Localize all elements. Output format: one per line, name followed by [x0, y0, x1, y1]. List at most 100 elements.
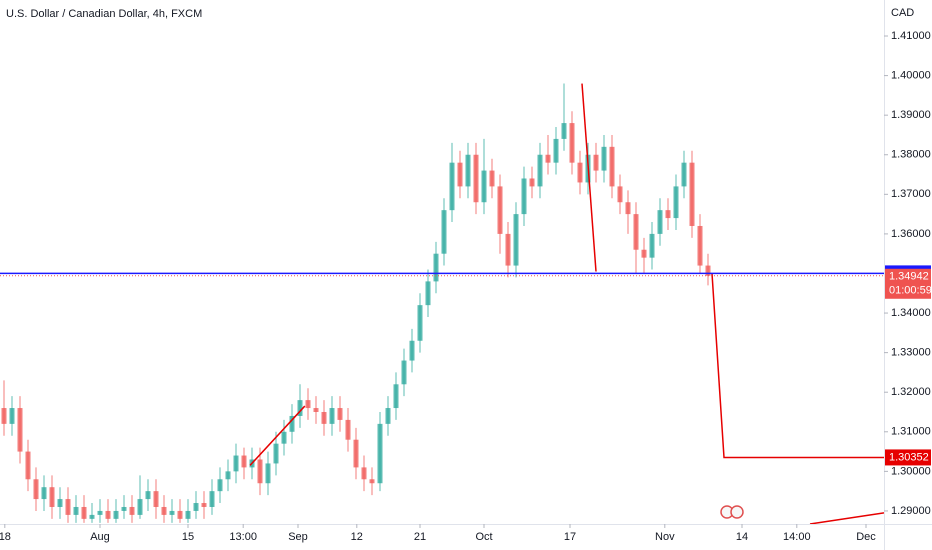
x-tick-label: 18: [0, 531, 11, 543]
last-price-box: [885, 268, 931, 299]
candle-body: [649, 233, 655, 258]
candle-body: [361, 467, 367, 480]
candle-body: [305, 400, 311, 409]
event-icons: [720, 505, 744, 519]
candle-body: [217, 479, 223, 492]
candle-body: [161, 506, 167, 515]
candle-body: [369, 479, 375, 484]
level-label: 1.30352: [889, 451, 929, 463]
candle-body: [81, 506, 87, 519]
y-tick-label: 1.37000: [891, 188, 931, 200]
candle-body: [417, 305, 423, 341]
candle-body: [521, 178, 527, 215]
candle-body: [129, 506, 135, 515]
candle-body: [353, 439, 359, 468]
x-tick-label: Nov: [655, 531, 675, 543]
candle-body: [89, 514, 95, 519]
last-price-label: 1.34942: [889, 271, 929, 283]
trend-drawing: [809, 512, 884, 524]
candle-body: [241, 455, 247, 468]
candle-body: [65, 499, 71, 515]
candle-body: [337, 408, 343, 420]
candle-body: [25, 451, 31, 480]
candle-body: [425, 281, 431, 306]
x-tick-label: Sep: [288, 531, 308, 543]
candle-body: [321, 411, 327, 424]
candle-body: [609, 146, 615, 187]
candle-body: [9, 408, 15, 424]
y-tick-label: 1.33000: [891, 347, 931, 359]
y-tick-label: 1.36000: [891, 228, 931, 240]
candle-body: [49, 487, 55, 507]
x-tick-label: 21: [414, 531, 426, 543]
candle-body: [641, 249, 647, 258]
candle-body: [489, 170, 495, 187]
candle-body: [433, 253, 439, 282]
candle-body: [593, 154, 599, 171]
trend-drawing: [249, 405, 306, 466]
candle-body: [553, 138, 559, 163]
candle-body: [497, 186, 503, 234]
candle-body: [297, 400, 303, 416]
candle-body: [193, 503, 199, 511]
candle-body: [1, 408, 7, 424]
chart-title: U.S. Dollar / Canadian Dollar, 4h, FXCM: [6, 8, 202, 20]
candle-body: [313, 408, 319, 412]
candle-body: [185, 510, 191, 519]
candle-body: [177, 510, 183, 519]
candle-body: [465, 154, 471, 187]
candle-body: [673, 186, 679, 219]
candle-body: [377, 423, 383, 484]
candle-body: [289, 415, 295, 432]
candle-body: [689, 162, 695, 226]
candle-body: [201, 503, 207, 507]
candle-body: [73, 506, 79, 515]
candle-body: [681, 162, 687, 187]
candle-body: [145, 491, 151, 500]
candle-body: [561, 123, 567, 139]
y-tick-label: 1.41000: [891, 30, 931, 42]
x-tick-label: Dec: [856, 531, 876, 543]
candle-body: [601, 146, 607, 171]
candle-body: [137, 499, 143, 515]
y-tick-label: 1.30000: [891, 465, 931, 477]
candle-body: [401, 360, 407, 385]
candle-body: [273, 443, 279, 464]
candle-body: [281, 431, 287, 444]
candle-body: [513, 214, 519, 266]
candle-body: [41, 487, 47, 500]
candle-body: [657, 210, 663, 234]
candle-body: [481, 170, 487, 203]
candle-body: [569, 123, 575, 163]
candle-body: [537, 154, 543, 187]
candle-body: [617, 186, 623, 203]
y-tick-label: 1.40000: [891, 69, 931, 81]
y-tick-label: 1.38000: [891, 149, 931, 161]
y-tick-label: 1.32000: [891, 386, 931, 398]
y-axis-unit: CAD: [891, 7, 914, 19]
candle-body: [577, 162, 583, 183]
candle-body: [257, 459, 263, 484]
candle-body: [457, 162, 463, 187]
candle-body: [473, 154, 479, 203]
level-label-box: [885, 449, 931, 466]
trend-drawing: [581, 83, 597, 272]
plot-area: [0, 83, 884, 524]
candle-body: [265, 463, 271, 484]
candle-body: [233, 455, 239, 472]
candle-body: [209, 491, 215, 507]
candle-body: [57, 499, 63, 507]
x-tick-label: 13:00: [229, 531, 257, 543]
x-tick-label: 17: [564, 531, 576, 543]
countdown-label: 01:00:59: [889, 285, 932, 297]
event-icon[interactable]: [730, 505, 744, 519]
candle-body: [329, 408, 335, 424]
candle-body: [225, 471, 231, 480]
candle-body: [633, 214, 639, 250]
x-tick-label: Aug: [90, 531, 110, 543]
y-tick-label: 1.39000: [891, 109, 931, 121]
candle-body: [17, 408, 23, 452]
candle-body: [409, 340, 415, 361]
